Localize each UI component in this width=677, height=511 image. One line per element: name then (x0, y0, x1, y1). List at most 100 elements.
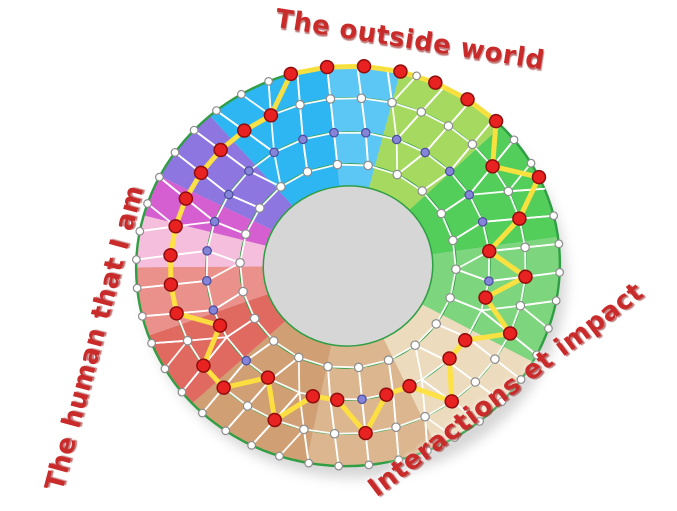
red-node[interactable] (442, 351, 457, 366)
white-node[interactable] (448, 235, 458, 246)
white-node[interactable] (412, 71, 422, 81)
white-node[interactable] (197, 408, 207, 418)
purple-node[interactable] (484, 276, 494, 286)
white-node[interactable] (334, 461, 344, 471)
white-node[interactable] (549, 211, 559, 221)
white-node[interactable] (450, 433, 460, 443)
purple-node[interactable] (360, 128, 371, 138)
white-node[interactable] (445, 293, 455, 303)
white-node[interactable] (160, 364, 170, 374)
white-node[interactable] (383, 355, 394, 365)
white-node[interactable] (293, 352, 304, 363)
purple-node[interactable] (329, 127, 339, 138)
white-node[interactable] (520, 242, 530, 253)
red-node[interactable] (481, 243, 497, 259)
white-node[interactable] (323, 361, 333, 372)
purple-node[interactable] (208, 305, 219, 315)
white-node[interactable] (147, 338, 156, 348)
red-node[interactable] (216, 380, 231, 395)
red-node[interactable] (213, 142, 228, 158)
white-node[interactable] (516, 375, 526, 384)
white-node[interactable] (416, 107, 427, 117)
white-node[interactable] (526, 158, 536, 168)
white-node[interactable] (554, 239, 564, 249)
white-node[interactable] (135, 226, 145, 236)
purple-node[interactable] (241, 355, 252, 366)
purple-node[interactable] (298, 134, 308, 145)
white-node[interactable] (247, 440, 257, 450)
purple-node[interactable] (269, 147, 279, 158)
white-node[interactable] (544, 324, 553, 333)
red-node[interactable] (237, 123, 252, 138)
red-node[interactable] (196, 358, 211, 373)
white-node[interactable] (410, 340, 420, 351)
white-node[interactable] (392, 169, 403, 180)
white-node[interactable] (325, 94, 336, 104)
red-node[interactable] (402, 378, 417, 394)
white-node[interactable] (555, 268, 565, 277)
red-node[interactable] (319, 59, 335, 75)
red-node[interactable] (283, 66, 299, 82)
white-node[interactable] (264, 76, 273, 86)
red-node[interactable] (512, 211, 527, 226)
purple-node[interactable] (223, 189, 234, 200)
red-node[interactable] (178, 191, 194, 206)
purple-node[interactable] (420, 147, 430, 158)
red-node[interactable] (478, 290, 493, 305)
white-node[interactable] (353, 362, 364, 373)
white-node[interactable] (356, 93, 367, 104)
white-node[interactable] (137, 311, 147, 321)
purple-node[interactable] (464, 190, 475, 200)
white-node[interactable] (143, 199, 152, 208)
white-node[interactable] (132, 283, 142, 293)
red-node[interactable] (485, 159, 500, 174)
purple-node[interactable] (244, 166, 254, 176)
red-node[interactable] (358, 425, 373, 441)
white-node[interactable] (417, 186, 428, 196)
white-node[interactable] (532, 350, 542, 360)
white-node[interactable] (189, 125, 199, 135)
red-node[interactable] (444, 394, 459, 409)
white-node[interactable] (299, 424, 309, 435)
white-node[interactable] (235, 257, 245, 268)
red-node[interactable] (163, 277, 179, 292)
white-node[interactable] (177, 387, 187, 397)
white-node[interactable] (249, 313, 260, 324)
red-node[interactable] (531, 169, 547, 185)
white-node[interactable] (391, 422, 401, 433)
white-node[interactable] (387, 97, 397, 108)
red-node[interactable] (518, 269, 533, 284)
white-node[interactable] (394, 455, 404, 465)
purple-node[interactable] (444, 166, 455, 177)
red-node[interactable] (356, 58, 372, 74)
white-node[interactable] (274, 451, 284, 461)
red-node[interactable] (169, 306, 184, 321)
white-node[interactable] (364, 460, 374, 470)
purple-node[interactable] (202, 246, 212, 256)
white-node[interactable] (238, 286, 248, 297)
white-node[interactable] (475, 416, 484, 426)
white-node[interactable] (431, 319, 442, 329)
white-node[interactable] (212, 106, 221, 116)
white-node[interactable] (276, 181, 286, 192)
red-node[interactable] (428, 75, 443, 90)
red-node[interactable] (168, 219, 183, 234)
white-node[interactable] (515, 300, 526, 311)
white-node[interactable] (182, 335, 193, 346)
red-node[interactable] (212, 318, 228, 333)
white-node[interactable] (329, 428, 340, 439)
white-node[interactable] (551, 296, 561, 306)
white-node[interactable] (295, 99, 305, 110)
white-node[interactable] (509, 135, 519, 145)
white-node[interactable] (436, 208, 447, 219)
purple-node[interactable] (357, 394, 367, 405)
white-node[interactable] (423, 446, 432, 456)
white-node[interactable] (221, 426, 231, 436)
purple-node[interactable] (391, 134, 402, 145)
red-node[interactable] (163, 248, 178, 263)
white-node[interactable] (302, 167, 313, 177)
white-node[interactable] (131, 255, 141, 264)
red-node[interactable] (305, 389, 321, 404)
red-node[interactable] (488, 113, 504, 129)
red-node[interactable] (267, 412, 282, 428)
